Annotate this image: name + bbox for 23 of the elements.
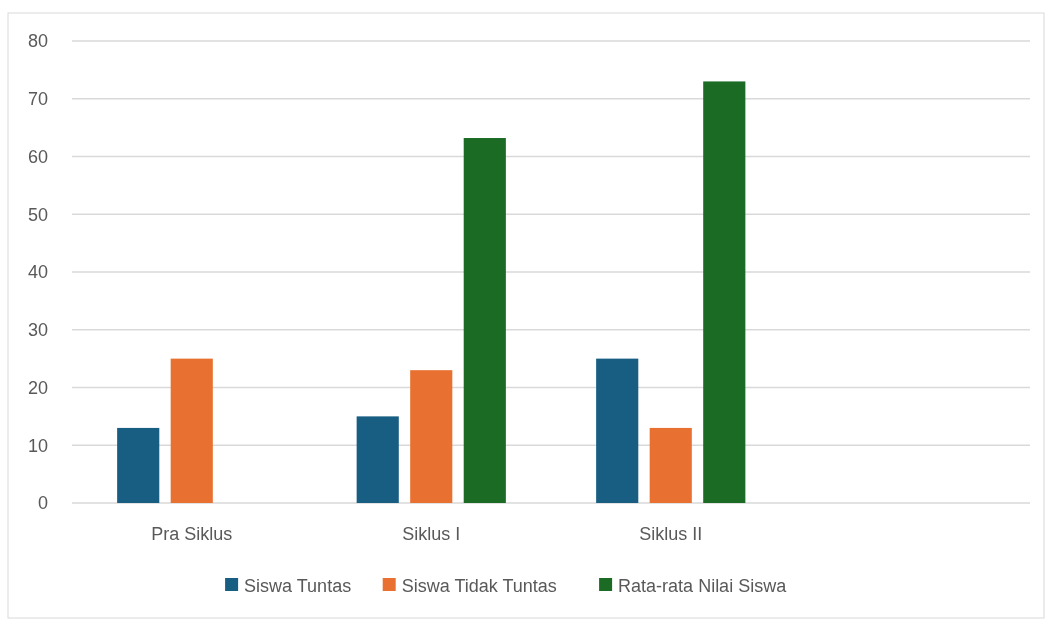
y-tick-label: 20	[27, 377, 48, 398]
x-tick-label: Siklus II	[639, 524, 703, 544]
y-tick-label: 0	[37, 493, 48, 514]
bar	[356, 416, 399, 503]
y-tick-label: 60	[27, 146, 48, 167]
bar	[596, 358, 639, 503]
y-tick-label: 70	[27, 89, 48, 110]
legend-label: Siswa Tuntas	[244, 576, 352, 597]
bar	[703, 81, 746, 503]
bar	[463, 138, 506, 503]
y-tick-label: 80	[27, 31, 48, 52]
y-tick-label: 40	[27, 262, 48, 283]
bar	[410, 370, 453, 503]
bar	[170, 358, 213, 503]
y-tick-label: 30	[27, 320, 48, 341]
x-tick-label: Pra Siklus	[151, 524, 233, 544]
y-tick-label: 50	[27, 204, 48, 225]
legend-label: Siswa Tidak Tuntas	[401, 576, 557, 597]
bar	[117, 427, 160, 503]
x-tick-label: Siklus I	[402, 524, 461, 544]
y-tick-label: 10	[27, 435, 48, 456]
bar	[649, 427, 692, 503]
legend-label: Rata-rata Nilai Siswa	[618, 576, 788, 597]
